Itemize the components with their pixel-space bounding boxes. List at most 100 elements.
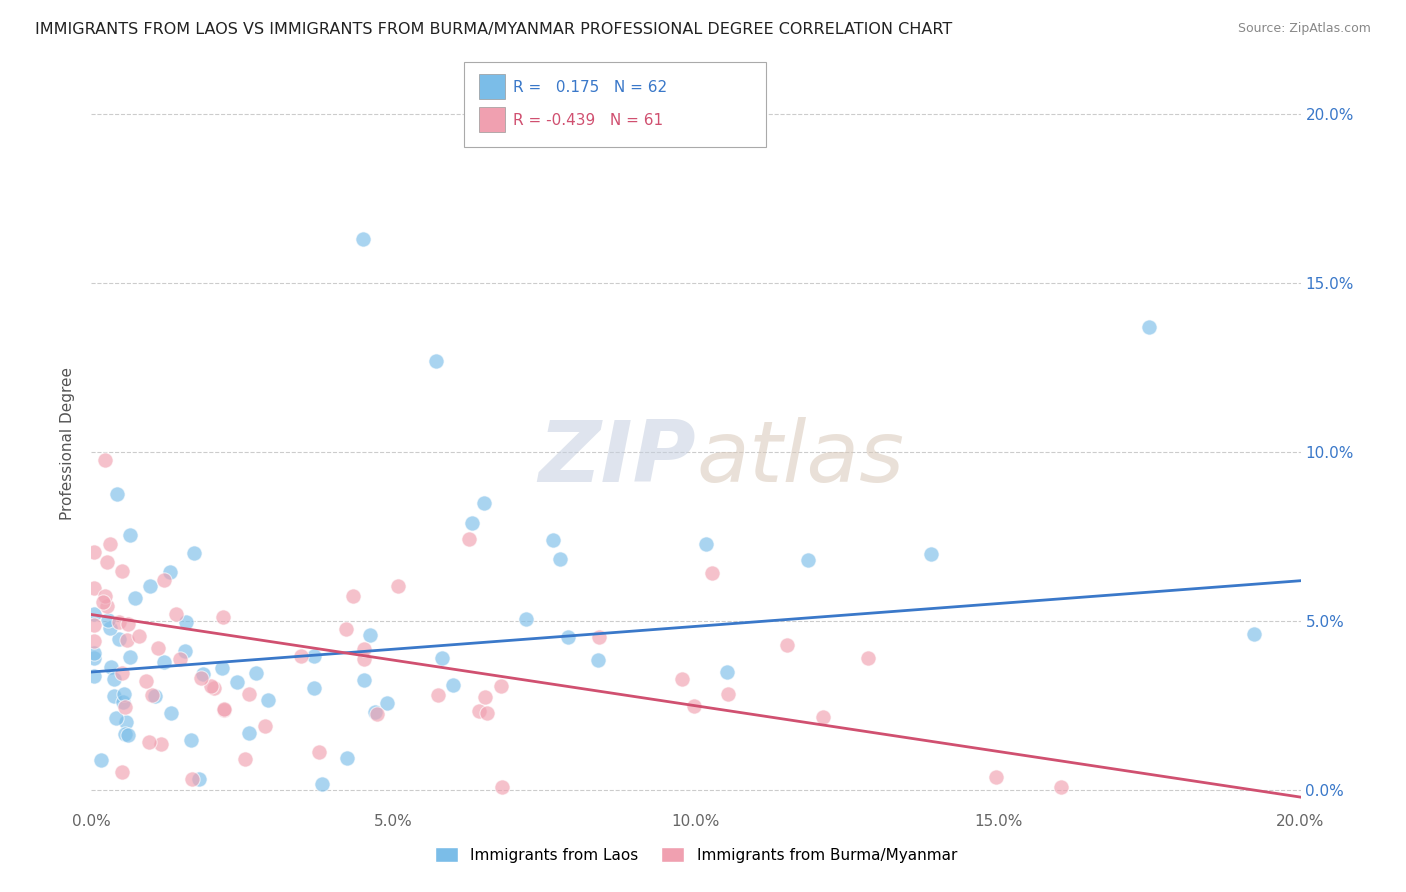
Point — [254, 719, 277, 733]
Point — [432, 651, 454, 665]
Point — [83, 581, 105, 595]
Point — [83, 607, 105, 622]
Point — [188, 772, 211, 786]
Point — [143, 690, 166, 704]
Point — [426, 688, 449, 702]
Point — [118, 650, 141, 665]
Point — [302, 681, 325, 695]
Point — [100, 660, 122, 674]
Point — [515, 612, 537, 626]
Point — [83, 618, 105, 632]
Point — [169, 651, 191, 665]
Point — [441, 678, 464, 692]
Point — [776, 638, 799, 652]
Text: R = -0.439   N = 61: R = -0.439 N = 61 — [513, 113, 664, 128]
Point — [461, 516, 484, 531]
Point — [103, 673, 125, 687]
Point — [105, 711, 128, 725]
Point — [111, 764, 134, 779]
Point — [364, 705, 387, 719]
Point — [96, 555, 118, 569]
Point — [811, 710, 834, 724]
Point — [181, 772, 204, 786]
Point — [183, 545, 205, 559]
Point — [83, 646, 105, 660]
Point — [117, 617, 139, 632]
Point — [858, 651, 880, 665]
Point — [112, 695, 135, 709]
Point — [1243, 626, 1265, 640]
Point — [96, 599, 118, 614]
Point — [107, 632, 129, 647]
Point — [83, 545, 105, 559]
Point — [683, 699, 706, 714]
Point — [97, 613, 120, 627]
Point — [920, 548, 942, 562]
Point — [308, 745, 330, 759]
Point — [311, 776, 333, 790]
Point — [112, 687, 135, 701]
Point — [359, 628, 381, 642]
Point — [586, 652, 609, 666]
Point — [475, 706, 498, 720]
Point — [472, 496, 495, 510]
Point — [160, 706, 183, 720]
Point — [353, 652, 375, 666]
Point — [353, 673, 375, 687]
Point — [114, 700, 136, 714]
Point — [165, 607, 187, 621]
Point — [83, 669, 105, 683]
Point — [716, 665, 738, 679]
Point — [302, 649, 325, 664]
Point — [200, 679, 222, 693]
Point — [174, 643, 197, 657]
Point — [457, 532, 479, 546]
Point — [93, 589, 115, 603]
Legend: Immigrants from Laos, Immigrants from Burma/Myanmar: Immigrants from Laos, Immigrants from Bu… — [429, 840, 963, 869]
Point — [541, 533, 564, 547]
Point — [174, 615, 197, 629]
Point — [117, 728, 139, 742]
Point — [108, 615, 131, 629]
Point — [111, 665, 134, 680]
Point — [148, 641, 170, 656]
Point — [342, 589, 364, 603]
Point — [212, 704, 235, 718]
Point — [1050, 780, 1073, 794]
Text: Source: ZipAtlas.com: Source: ZipAtlas.com — [1237, 22, 1371, 36]
Point — [700, 566, 723, 581]
Point — [986, 770, 1008, 784]
Point — [138, 579, 160, 593]
Point — [159, 565, 181, 579]
Point — [98, 536, 121, 550]
Point — [202, 681, 225, 696]
Point — [90, 753, 112, 767]
Point — [353, 642, 375, 657]
Point — [671, 672, 693, 686]
Point — [366, 706, 388, 721]
Point — [117, 632, 139, 647]
Point — [1139, 320, 1161, 334]
Point — [91, 595, 114, 609]
Point — [352, 232, 374, 246]
Point — [191, 667, 214, 681]
Point — [135, 673, 157, 688]
Point — [153, 573, 176, 587]
Point — [111, 564, 132, 578]
Point — [211, 661, 233, 675]
Point — [335, 622, 357, 636]
Point — [94, 453, 117, 467]
Point — [336, 751, 359, 765]
Point — [138, 735, 160, 749]
Point — [118, 528, 141, 542]
Point — [141, 689, 163, 703]
Point — [557, 630, 579, 644]
Point — [83, 651, 105, 665]
Point — [588, 630, 610, 644]
Point — [474, 690, 496, 705]
Point — [233, 752, 256, 766]
Point — [491, 780, 513, 794]
Point — [716, 687, 738, 701]
Text: IMMIGRANTS FROM LAOS VS IMMIGRANTS FROM BURMA/MYANMAR PROFESSIONAL DEGREE CORREL: IMMIGRANTS FROM LAOS VS IMMIGRANTS FROM … — [35, 22, 952, 37]
Point — [83, 634, 105, 648]
